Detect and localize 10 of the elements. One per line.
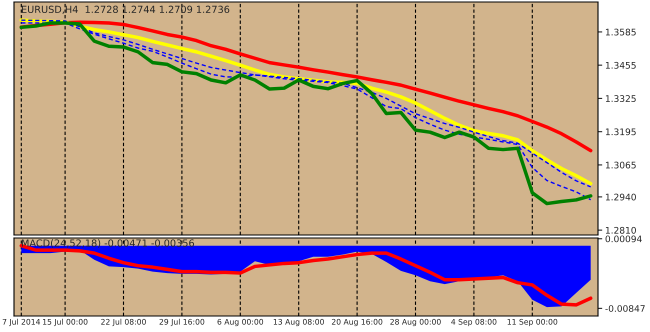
chart-title: EURUSD,H4 1.2728 1.2744 1.2709 1.2736 — [22, 6, 230, 14]
y-tick-label: 1.3065 — [606, 162, 636, 168]
y-tick-label: 1.2810 — [606, 226, 636, 234]
y-tick-label: 1.3325 — [606, 95, 636, 102]
y-tick-label: 1.3195 — [606, 128, 636, 136]
y-tick-label: -0.00847 — [605, 305, 645, 312]
y-tick-label: 1.3455 — [606, 62, 636, 69]
y-tick-label: 0.00094 — [606, 235, 642, 242]
y-tick-label: 1.3585 — [606, 28, 636, 36]
y-tick-label: 1.2940 — [606, 194, 636, 200]
